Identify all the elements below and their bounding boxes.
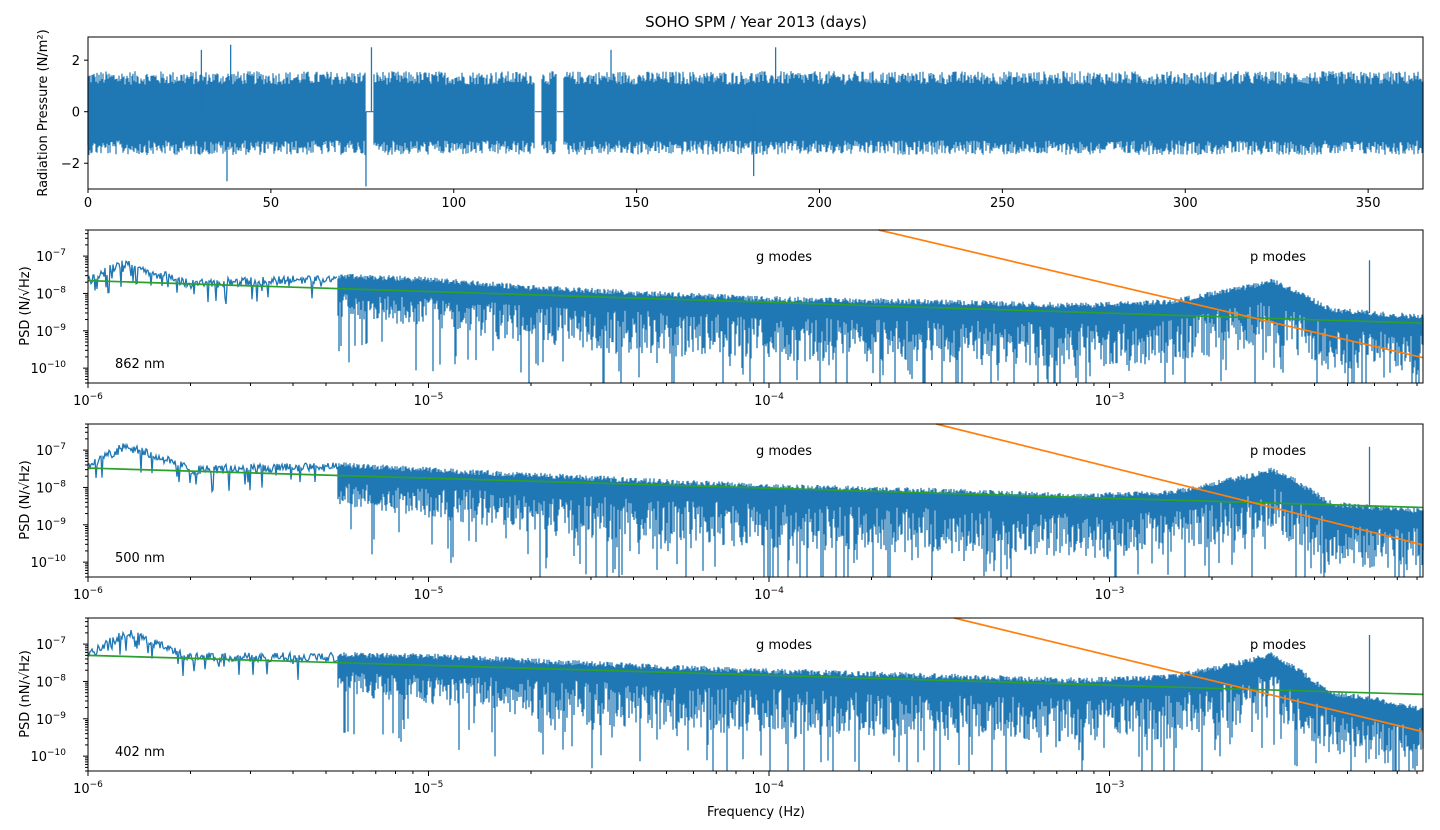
x-tick-label: 200 xyxy=(807,196,832,211)
y-tick-exponent: −8 xyxy=(53,479,67,489)
x-tick-exponent: −6 xyxy=(90,586,104,596)
p-modes-label-862: p modes xyxy=(1250,250,1306,265)
psd-y-label-862: PSD (N/√Hz) xyxy=(18,266,33,345)
x-tick-label: 0 xyxy=(84,196,92,211)
y-tick-exponent: −9 xyxy=(53,323,67,333)
wavelength-label-402: 402 nm xyxy=(115,745,165,760)
y-tick-exponent: −8 xyxy=(53,285,67,295)
x-tick-exponent: −6 xyxy=(90,392,104,402)
time-series-y-label: Radiation Pressure (N/m²) xyxy=(36,29,51,196)
y-tick-exponent: −7 xyxy=(53,442,66,452)
x-tick-exponent: −5 xyxy=(430,392,443,402)
x-tick-exponent: −5 xyxy=(430,586,443,596)
x-tick-label: 150 xyxy=(624,196,649,211)
x-tick-exponent: −3 xyxy=(1111,392,1124,402)
time-series-y-ticks: −2 0 2 xyxy=(61,54,88,172)
time-series-y-label-text: Radiation Pressure (N/m²) xyxy=(36,29,51,196)
orange-fit-line-402 xyxy=(954,617,1424,733)
x-tick-exponent: −5 xyxy=(430,780,443,790)
psd-axes-frame-500 xyxy=(87,423,1424,578)
x-tick-label: 250 xyxy=(990,196,1015,211)
x-tick-exponent: −4 xyxy=(771,392,785,402)
green-fit-line-402 xyxy=(87,654,1424,696)
figure-title: SOHO SPM / Year 2013 (days) xyxy=(645,13,867,31)
p-modes-label-402: p modes xyxy=(1250,638,1306,653)
x-tick-exponent: −6 xyxy=(90,780,104,790)
y-tick-label: −2 xyxy=(61,157,80,172)
p-modes-label-500: p modes xyxy=(1250,444,1306,459)
y-tick-exponent: −7 xyxy=(53,248,66,258)
psd-y-label-500: PSD (N/√Hz) xyxy=(18,460,33,539)
x-tick-label: 300 xyxy=(1173,196,1198,211)
y-tick-exponent: −10 xyxy=(47,748,66,758)
y-tick-exponent: −10 xyxy=(47,554,66,564)
g-modes-label-500: g modes xyxy=(756,444,812,459)
y-tick-exponent: −10 xyxy=(47,360,66,370)
y-tick-exponent: −9 xyxy=(53,711,67,721)
time-series-panel: SOHO SPM / Year 2013 (days) 0 50 100 150 200… xyxy=(36,13,1424,211)
psd-trace-path xyxy=(87,442,1424,577)
y-tick-label: 2 xyxy=(72,54,80,69)
green-fit-line-862 xyxy=(87,279,1424,325)
time-series-axes-frame xyxy=(87,36,1424,190)
orange-fit-line-862 xyxy=(878,229,1424,359)
x-tick-exponent: −4 xyxy=(771,780,785,790)
psd-axes-frame-862 xyxy=(87,229,1424,384)
time-series-trace xyxy=(87,44,1424,187)
green-fit-line-500 xyxy=(87,467,1424,509)
wavelength-label-500: 500 nm xyxy=(115,551,165,566)
x-tick-exponent: −4 xyxy=(771,586,785,596)
y-tick-exponent: −9 xyxy=(53,517,67,527)
wavelength-label-862: 862 nm xyxy=(115,357,165,372)
x-axis-label: Frequency (Hz) xyxy=(707,805,805,820)
x-tick-label: 50 xyxy=(263,196,280,211)
orange-fit-line-500 xyxy=(936,423,1424,546)
x-tick-exponent: −3 xyxy=(1111,780,1124,790)
y-tick-label: 0 xyxy=(72,106,80,121)
psd-x-ticks-500: 10−6 10−5 10−4 10−3 xyxy=(73,577,1418,603)
time-series-x-ticks: 0 50 100 150 200 250 300 350 xyxy=(84,189,1381,211)
time-series-envelope xyxy=(87,71,1424,155)
psd-y-label-402: PSD (nN/√Hz) xyxy=(18,650,33,738)
x-tick-label: 100 xyxy=(441,196,466,211)
y-tick-exponent: −8 xyxy=(53,673,67,683)
x-tick-label: 350 xyxy=(1356,196,1381,211)
g-modes-label-402: g modes xyxy=(756,638,812,653)
x-tick-exponent: −3 xyxy=(1111,586,1124,596)
psd-trace-500 xyxy=(87,442,1424,577)
psd-axes-frame-402 xyxy=(87,617,1424,772)
g-modes-label-862: g modes xyxy=(756,250,812,265)
y-tick-exponent: −7 xyxy=(53,636,66,646)
